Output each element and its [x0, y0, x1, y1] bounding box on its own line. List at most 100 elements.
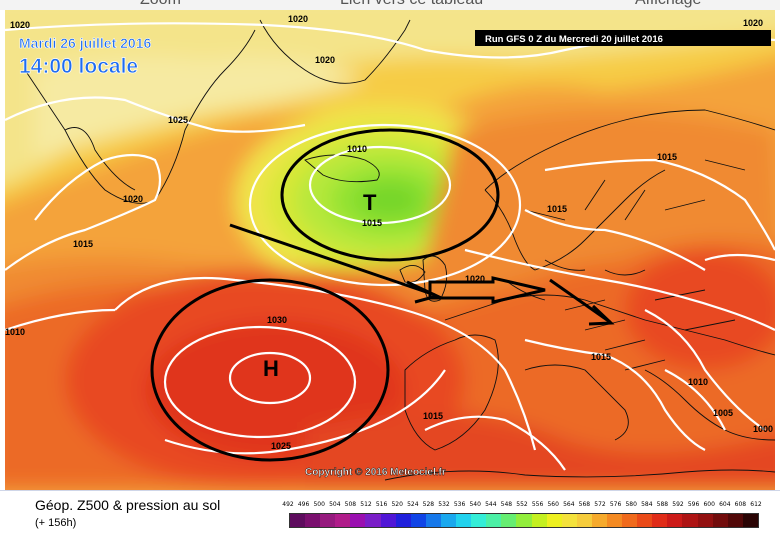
- flow-arrow-west: [229, 223, 436, 297]
- scale-value: 520: [391, 501, 403, 508]
- isobar-label: 1015: [73, 239, 93, 249]
- scale-value: 576: [609, 501, 622, 508]
- scale-value: 580: [625, 501, 637, 508]
- scale-value: 612: [750, 501, 762, 508]
- scale-value: 560: [547, 501, 559, 508]
- zoom-tab[interactable]: Zoom: [140, 0, 181, 9]
- link-table-tab[interactable]: Lien vers ce tableau: [340, 0, 483, 9]
- scale-swatch: [380, 514, 396, 527]
- scale-value: 552: [516, 501, 528, 508]
- scale-swatch: [410, 514, 426, 527]
- isobar-label: 1005: [713, 408, 733, 418]
- isobar-label: 1015: [547, 204, 567, 214]
- scale-value: 588: [656, 501, 669, 508]
- scale-swatch: [561, 514, 577, 527]
- isobars: [5, 22, 775, 471]
- scale-swatch: [320, 514, 336, 527]
- run-info: Run GFS 0 Z du Mercredi 20 juillet 2016: [485, 34, 663, 45]
- copyright-text: Copyright © 2016 Meteociel.fr: [305, 467, 446, 478]
- scale-swatch: [516, 514, 532, 527]
- run-banner: [475, 30, 771, 46]
- scale-swatch: [395, 514, 411, 527]
- scale-swatch: [440, 514, 457, 527]
- scale-swatch: [682, 514, 698, 527]
- scale-value: 596: [687, 501, 700, 508]
- scale-swatch: [335, 514, 351, 527]
- scale-value: 528: [422, 501, 435, 508]
- isobar-label: 1020: [743, 18, 763, 28]
- scale-swatch: [697, 514, 713, 527]
- scale-value: 508: [344, 501, 357, 508]
- scale-value: 536: [453, 501, 466, 508]
- scale-swatch: [606, 514, 623, 527]
- scale-value: 544: [485, 501, 497, 508]
- scale-value: 496: [297, 501, 310, 508]
- scale-value: 564: [563, 501, 575, 508]
- scale-swatch: [501, 514, 517, 527]
- scale-value: 592: [672, 501, 684, 508]
- scale-value: 608: [734, 501, 747, 508]
- scale-value: 524: [407, 501, 419, 508]
- scale-value: 600: [703, 501, 715, 508]
- analysis-overlay: [150, 128, 615, 462]
- isobar-label: 1020: [288, 14, 308, 24]
- isobar-label: 1020: [465, 274, 485, 284]
- forecast-date: Mardi 26 juillet 2016: [19, 35, 151, 51]
- isobar-label: 1000: [753, 424, 773, 434]
- scale-swatch: [712, 514, 728, 527]
- legend-title: Géop. Z500 & pression au sol: [35, 497, 221, 513]
- low-pressure-circle: [280, 128, 500, 262]
- color-scale-labels: 492 496 500 504 508 512 516 520 524 528 532 536 540 5…: [282, 501, 762, 511]
- scale-swatch: [652, 514, 668, 527]
- isobar-label: 1020: [123, 194, 143, 204]
- scale-swatch: [365, 514, 381, 527]
- scale-swatch: [425, 514, 441, 527]
- isobar-label: 1015: [362, 218, 382, 228]
- scale-value: 572: [594, 501, 606, 508]
- scale-swatch: [305, 514, 321, 527]
- high-pressure-marker: H: [263, 356, 279, 381]
- display-tab[interactable]: Affichage: [635, 0, 701, 9]
- scale-value: 516: [375, 501, 388, 508]
- isobar-label: 1015: [591, 352, 611, 362]
- scale-value: 500: [313, 501, 325, 508]
- scale-swatch: [742, 514, 758, 527]
- isobar-label: 1020: [315, 55, 335, 65]
- scale-swatch: [290, 514, 306, 527]
- isobar-label: 1025: [271, 441, 291, 451]
- weather-map: T H 1020 1020 1020 1025 1020 1015 1010 1…: [5, 10, 775, 490]
- isobar-label: 1030: [267, 315, 287, 325]
- scale-value: 540: [469, 501, 481, 508]
- color-scale-bar: [289, 513, 759, 528]
- flow-arrow-center: [428, 276, 546, 304]
- isobar-label: 1015: [423, 411, 443, 421]
- scale-swatch: [622, 514, 638, 527]
- isobar-label: 1010: [347, 144, 367, 154]
- scale-value: 532: [438, 501, 450, 508]
- scale-value: 584: [641, 501, 653, 508]
- scale-swatch: [486, 514, 502, 527]
- isobar-label: 1025: [168, 115, 188, 125]
- scale-swatch: [637, 514, 653, 527]
- scale-swatch: [531, 514, 547, 527]
- scale-value: 492: [282, 501, 294, 508]
- high-pressure-circle: [150, 278, 390, 462]
- scale-value: 568: [578, 501, 591, 508]
- scale-swatch: [471, 514, 487, 527]
- scale-value: 556: [531, 501, 544, 508]
- scale-swatch: [350, 514, 366, 527]
- isobar-label: 1010: [5, 327, 25, 337]
- scale-value: 548: [500, 501, 513, 508]
- legend-panel: Géop. Z500 & pression au sol (+ 156h) 49…: [0, 490, 780, 555]
- isobar-label: 1010: [688, 377, 708, 387]
- scale-swatch: [576, 514, 592, 527]
- isobar-label: 1020: [10, 20, 30, 30]
- forecast-time: 14:00 locale: [19, 55, 138, 78]
- scale-swatch: [591, 514, 607, 527]
- flow-arrow-east: [549, 278, 611, 324]
- low-pressure-marker: T: [363, 190, 377, 215]
- top-toolbar-strip: Zoom Lien vers ce tableau Affichage: [0, 0, 780, 10]
- scale-value: 604: [719, 501, 731, 508]
- scale-swatch: [456, 514, 472, 527]
- scale-value: 512: [360, 501, 372, 508]
